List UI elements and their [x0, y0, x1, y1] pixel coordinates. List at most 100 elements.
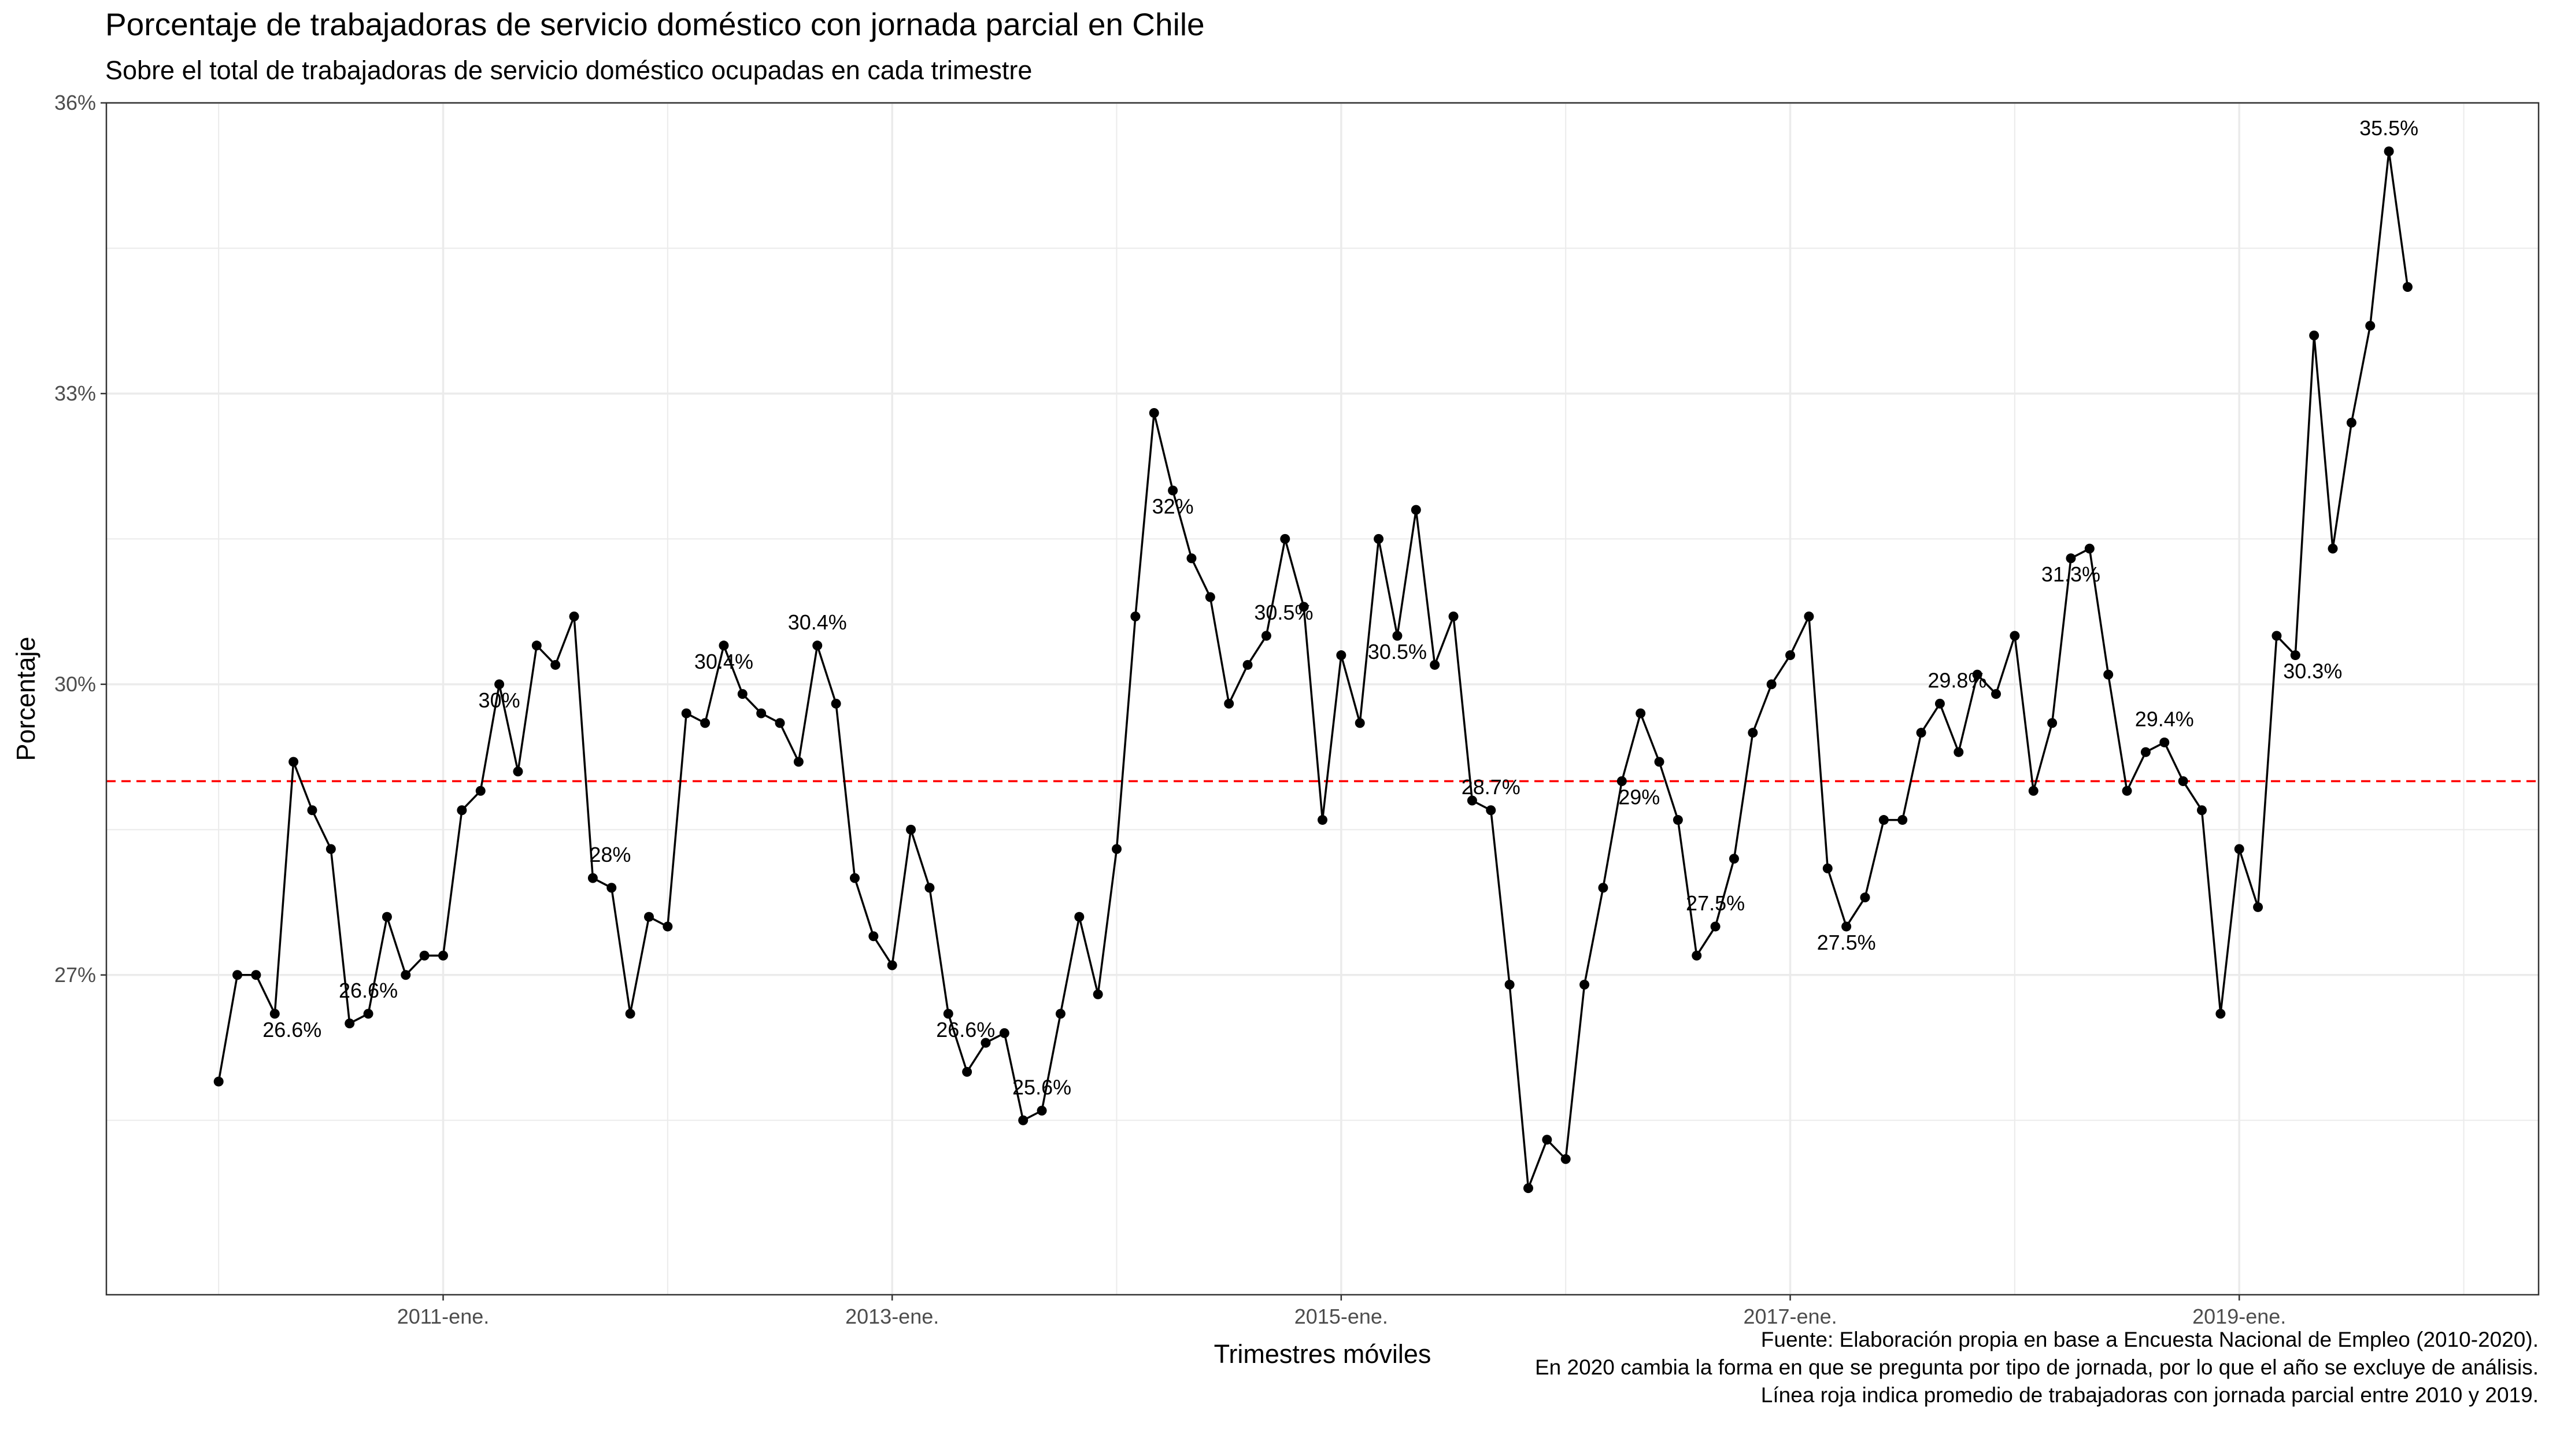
data-point — [1916, 728, 1926, 738]
data-point — [1280, 534, 1290, 544]
data-point — [775, 718, 785, 728]
data-point — [1616, 776, 1627, 786]
data-point — [2047, 718, 2058, 728]
data-point — [2271, 631, 2282, 641]
y-axis-title: Porcentaje — [11, 636, 40, 761]
data-point — [1542, 1135, 1552, 1145]
data-point — [887, 960, 897, 970]
data-point — [719, 640, 729, 651]
caption-line-note: En 2020 cambia la forma en que se pregun… — [1534, 1355, 2539, 1379]
data-point — [1093, 989, 1103, 999]
data-point — [325, 844, 336, 854]
data-point — [1785, 650, 1796, 661]
data-label: 27.5% — [1817, 931, 1876, 954]
axis-layer: 27% 30% 33% 36% 2011-ene. 2013-ene. 2015-ene. 2… — [54, 91, 2540, 1328]
data-point — [2290, 650, 2300, 661]
data-point — [831, 698, 841, 709]
data-point — [1411, 505, 1421, 515]
data-point — [1692, 950, 1702, 961]
data-point — [550, 660, 561, 670]
data-label: 30.5% — [1368, 640, 1427, 664]
data-point — [1205, 592, 1215, 602]
series-layer — [217, 150, 2409, 1190]
data-point — [2140, 747, 2151, 757]
data-point — [363, 1009, 373, 1019]
data-labels-layer: 26.6% 26.6% 30% 28% 30.4% 30.4% 26.6% 25.6% 32% 3… — [262, 116, 2418, 1099]
data-point — [606, 883, 617, 893]
data-point — [1318, 815, 1327, 825]
data-label: 28% — [589, 843, 631, 866]
data-point — [1523, 1183, 1533, 1194]
data-point — [401, 970, 411, 980]
data-point — [2328, 543, 2338, 554]
data-point — [943, 1009, 953, 1019]
data-point — [288, 757, 299, 767]
data-point — [1598, 883, 1608, 893]
data-point — [2346, 417, 2356, 428]
data-point — [1636, 708, 1646, 718]
data-point — [1804, 612, 1814, 622]
x-tick-label: 2017-ene. — [1743, 1305, 1837, 1328]
data-point — [2103, 669, 2114, 680]
data-point — [2196, 805, 2207, 816]
data-point — [1560, 1154, 1571, 1164]
data-label: 30.5% — [1254, 601, 1313, 624]
data-point — [981, 1038, 991, 1048]
data-label: 29% — [1618, 785, 1660, 809]
data-point — [2122, 786, 2132, 796]
y-tick-label: 33% — [54, 381, 96, 405]
grid-layer — [106, 102, 2539, 1295]
data-point — [587, 873, 598, 883]
data-point — [663, 921, 673, 932]
data-point — [1130, 612, 1141, 622]
data-point — [475, 786, 486, 796]
data-label: 29.4% — [2135, 707, 2194, 731]
data-label: 25.6% — [1012, 1075, 1071, 1099]
x-tick-label: 2015-ene. — [1294, 1305, 1388, 1328]
series-line — [217, 150, 2409, 1190]
x-axis-title: Trimestres móviles — [1214, 1339, 1431, 1369]
data-label: 26.6% — [262, 1018, 321, 1042]
data-label: 31.3% — [2041, 562, 2100, 586]
data-point — [269, 1009, 280, 1019]
data-label: 26.6% — [936, 1018, 995, 1042]
plot-border — [105, 102, 2540, 1296]
data-point — [1673, 815, 1683, 825]
data-label: 30.3% — [2283, 660, 2342, 683]
chart-subtitle: Sobre el total de trabajadoras de servic… — [105, 55, 1033, 85]
data-point — [1467, 795, 1477, 806]
data-label: 28.7% — [1462, 775, 1520, 799]
data-point — [1018, 1115, 1029, 1125]
data-point — [1934, 698, 1945, 709]
data-point — [2309, 330, 2319, 340]
data-point — [868, 931, 879, 942]
data-point — [438, 950, 449, 961]
data-point — [2365, 321, 2376, 331]
data-label: 30% — [479, 688, 520, 712]
data-point — [1261, 631, 1271, 641]
data-point — [2178, 776, 2188, 786]
data-point — [1579, 980, 1590, 990]
data-point — [999, 1028, 1009, 1038]
data-label: 32% — [1152, 495, 1194, 518]
y-tick-label: 30% — [54, 672, 96, 696]
data-point — [906, 824, 916, 835]
data-label: 27.5% — [1686, 891, 1745, 915]
data-point — [1336, 650, 1346, 661]
x-tick-label: 2013-ene. — [845, 1305, 939, 1328]
data-point — [1112, 844, 1122, 854]
data-point — [1766, 679, 1777, 690]
data-point — [793, 757, 804, 767]
data-point — [232, 970, 243, 980]
data-point — [382, 912, 392, 922]
data-point — [1355, 718, 1365, 728]
data-point — [812, 640, 823, 651]
data-point — [1841, 921, 1852, 932]
data-label: 30.4% — [694, 650, 753, 673]
x-tick-label: 2019-ene. — [2192, 1305, 2286, 1328]
data-point — [2384, 146, 2394, 157]
data-point — [1224, 698, 1234, 709]
data-point — [1822, 863, 1833, 873]
data-point — [345, 1018, 355, 1029]
data-point — [756, 708, 767, 718]
